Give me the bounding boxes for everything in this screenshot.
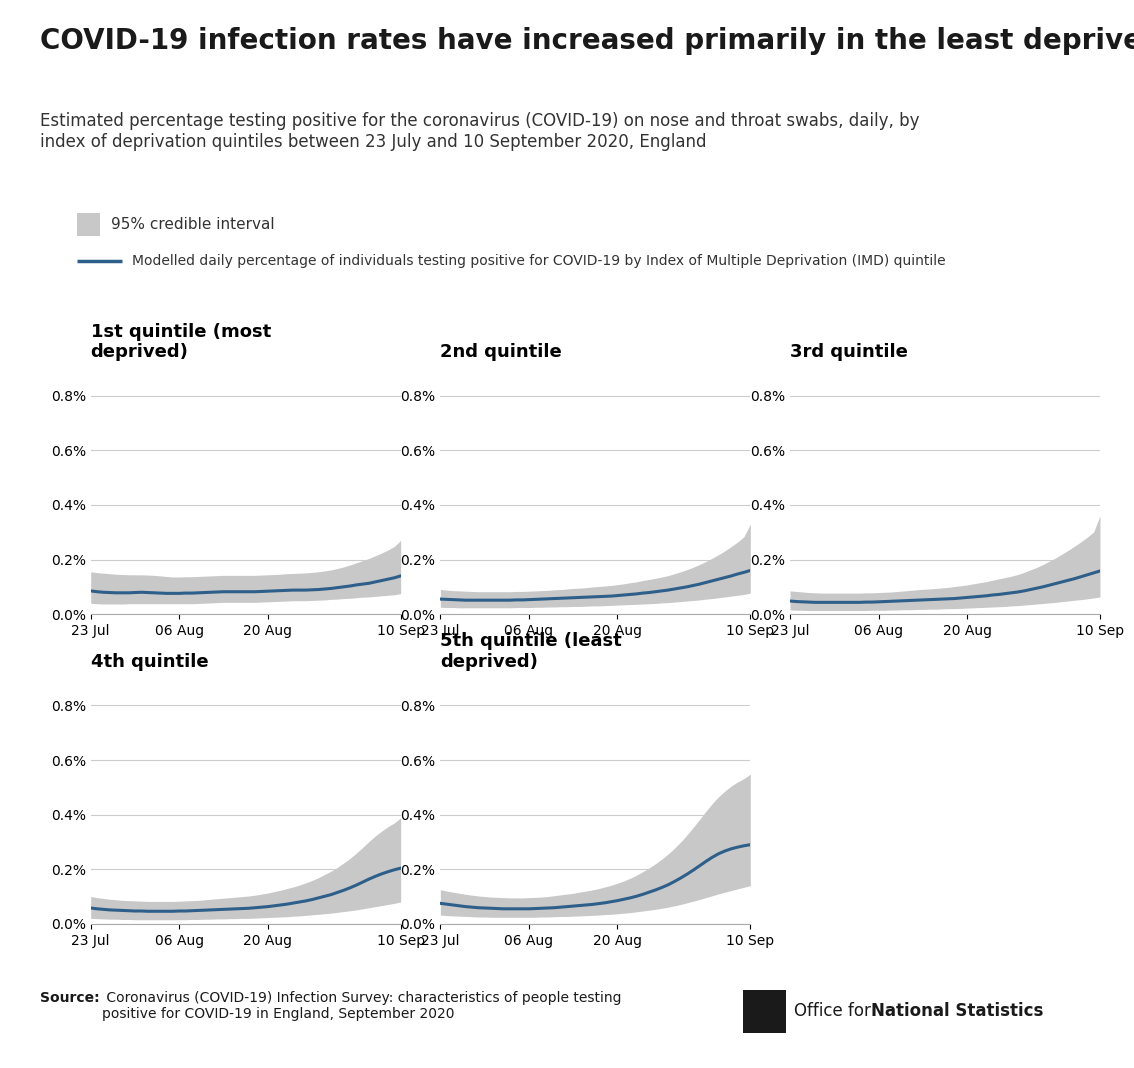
Text: 2nd quintile: 2nd quintile bbox=[440, 343, 562, 361]
Text: 3rd quintile: 3rd quintile bbox=[790, 343, 908, 361]
Text: 95% credible interval: 95% credible interval bbox=[111, 217, 274, 232]
Text: Office for: Office for bbox=[794, 1003, 875, 1020]
Text: 1st quintile (most
deprived): 1st quintile (most deprived) bbox=[91, 323, 271, 361]
Text: COVID-19 infection rates have increased primarily in the least deprived areas: COVID-19 infection rates have increased … bbox=[40, 27, 1134, 54]
Text: National Statistics: National Statistics bbox=[871, 1003, 1043, 1020]
Text: Estimated percentage testing positive for the coronavirus (COVID-19) on nose and: Estimated percentage testing positive fo… bbox=[40, 112, 920, 151]
Text: Coronavirus (COVID-19) Infection Survey: characteristics of people testing
posit: Coronavirus (COVID-19) Infection Survey:… bbox=[102, 991, 621, 1021]
Text: 4th quintile: 4th quintile bbox=[91, 653, 209, 671]
Text: Source:: Source: bbox=[40, 991, 100, 1005]
Text: 5th quintile (least
deprived): 5th quintile (least deprived) bbox=[440, 632, 623, 671]
Text: Modelled daily percentage of individuals testing positive for COVID-19 by Index : Modelled daily percentage of individuals… bbox=[132, 253, 945, 268]
